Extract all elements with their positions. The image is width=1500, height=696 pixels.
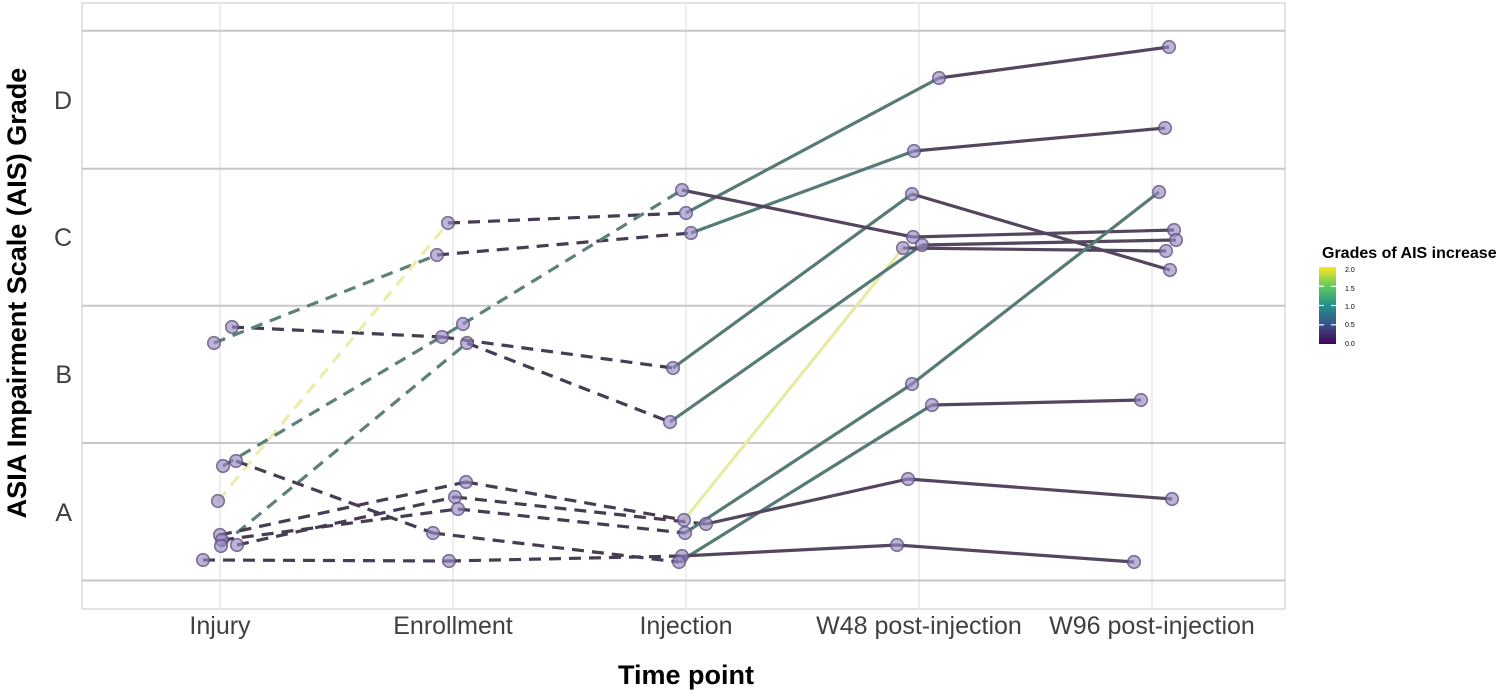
svg-text:W48 post-injection: W48 post-injection [816, 612, 1022, 640]
svg-text:A: A [55, 499, 72, 527]
svg-text:2.0: 2.0 [1345, 267, 1355, 274]
svg-text:1.0: 1.0 [1345, 304, 1355, 311]
svg-text:Injection: Injection [639, 612, 732, 640]
svg-text:B: B [55, 361, 72, 389]
svg-text:D: D [54, 87, 72, 115]
svg-text:C: C [54, 224, 72, 252]
svg-text:Time point: Time point [618, 660, 754, 690]
svg-text:0.0: 0.0 [1345, 341, 1355, 348]
svg-text:1.5: 1.5 [1345, 286, 1355, 293]
svg-text:Enrollment: Enrollment [393, 612, 513, 640]
svg-text:0.5: 0.5 [1345, 322, 1355, 329]
svg-text:Injury: Injury [189, 612, 251, 640]
svg-text:ASIA Impairment Scale (AIS) Gr: ASIA Impairment Scale (AIS) Grade [2, 68, 32, 519]
svg-text:W96 post-injection: W96 post-injection [1049, 612, 1255, 640]
svg-text:Grades of AIS increase: Grades of AIS increase [1322, 245, 1497, 262]
